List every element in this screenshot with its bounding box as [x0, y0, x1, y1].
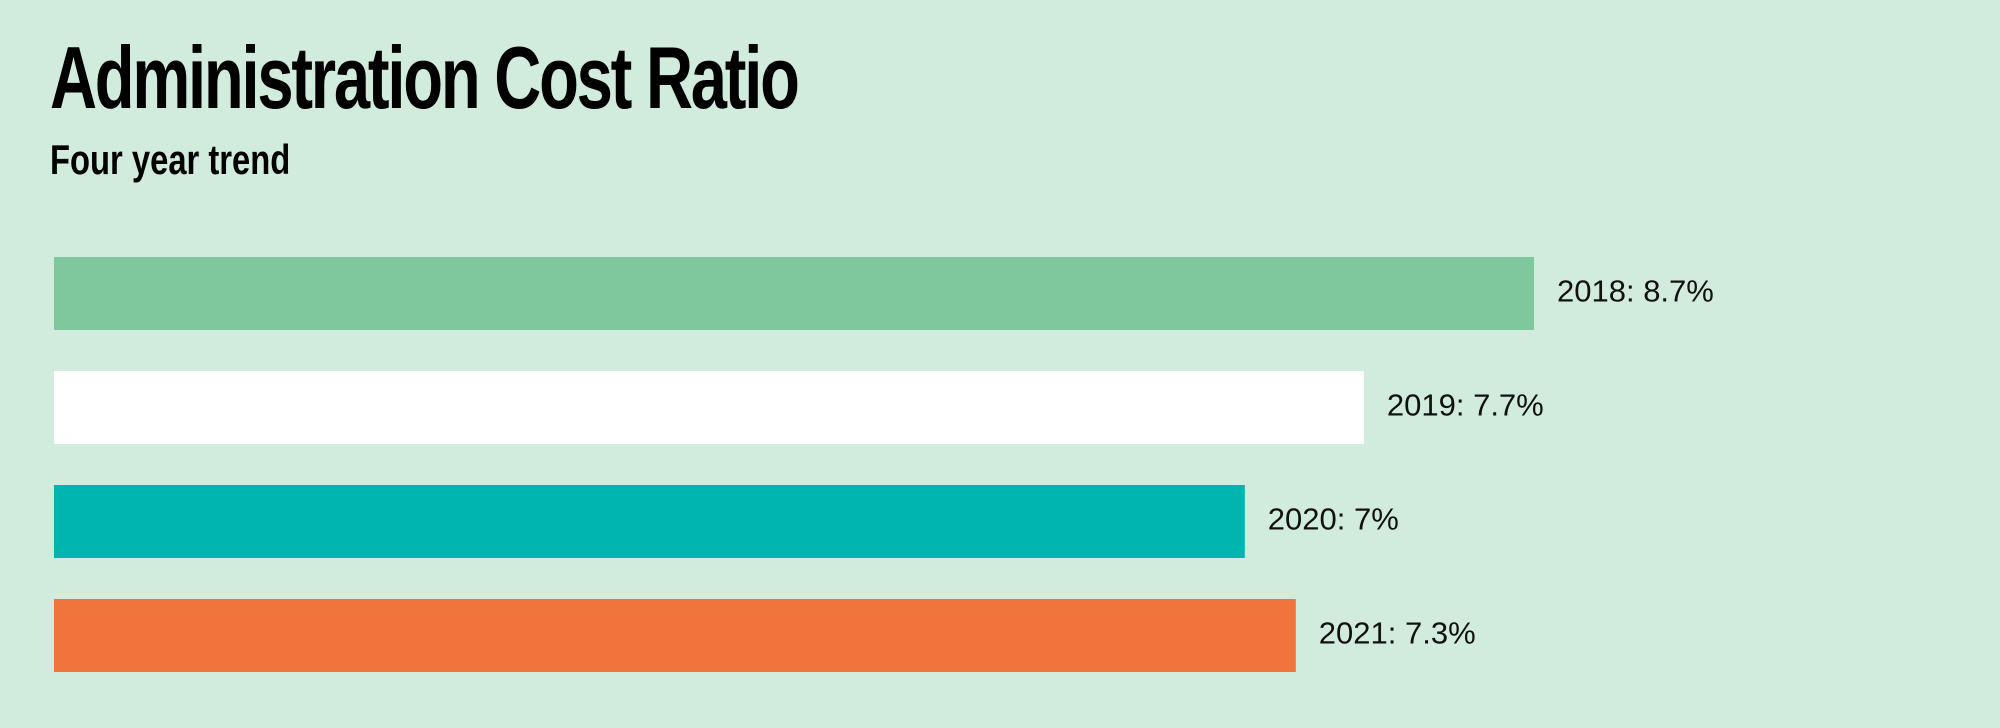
bar-2020 [54, 485, 1245, 558]
bar-label-2020: 2020: 7% [1268, 502, 1399, 537]
bar-2018 [54, 257, 1534, 330]
chart-subtitle: Four year trend [50, 136, 291, 183]
bar-2021 [54, 599, 1296, 672]
bar-label-2018: 2018: 8.7% [1557, 274, 1714, 309]
bar-label-2019: 2019: 7.7% [1387, 388, 1544, 423]
bar-label-2021: 2021: 7.3% [1319, 616, 1476, 651]
chart-title: Administration Cost Ratio [50, 28, 800, 127]
bar-2019 [54, 371, 1364, 444]
